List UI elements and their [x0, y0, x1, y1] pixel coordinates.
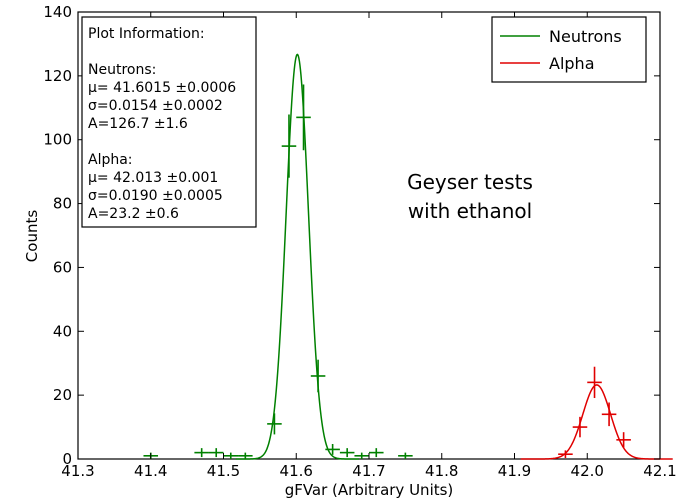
- annotation-line-2: with ethanol: [408, 199, 532, 223]
- fit-curve-neutrons: [235, 53, 359, 460]
- data-point-neutrons: [208, 448, 224, 458]
- x-tick-label: 42.1: [643, 462, 676, 480]
- info-neutrons-sigma: σ=0.0154 ±0.0002: [88, 98, 223, 114]
- fit-curve-alpha: [520, 384, 673, 460]
- axis-ticks: 41.3 41.4 41.5 41.6 41.7 41.8 41.9 42.0 42.1 0 20 4…: [43, 3, 676, 480]
- plot-information-box: Plot Information: Neutrons: μ= 41.6015 ±…: [81, 16, 257, 228]
- info-alpha-header: Alpha:: [88, 152, 133, 168]
- data-point-neutrons: [339, 448, 355, 458]
- info-title: Plot Information:: [88, 26, 205, 42]
- data-point-neutrons: [325, 443, 340, 455]
- data-point-neutrons: [267, 413, 282, 435]
- x-tick-label: 41.6: [280, 462, 313, 480]
- x-tick-label: 41.8: [425, 462, 458, 480]
- x-tick-label: 42.0: [571, 462, 604, 480]
- info-alpha-mu: μ= 42.013 ±0.001: [88, 170, 218, 186]
- x-axis-label: gFVar (Arbitrary Units): [285, 481, 454, 498]
- legend-label-alpha: Alpha: [549, 54, 595, 73]
- data-point-alpha: [558, 450, 573, 459]
- y-tick-label: 60: [53, 258, 72, 276]
- data-point-neutrons: [194, 448, 209, 458]
- data-point-neutrons: [281, 114, 297, 178]
- annotation-line-1: Geyser tests: [407, 170, 533, 194]
- x-tick-label: 41.4: [134, 462, 167, 480]
- info-alpha-sigma: σ=0.0190 ±0.0005: [88, 188, 223, 204]
- legend: Neutrons Alpha: [491, 16, 647, 83]
- data-point-neutrons: [369, 448, 384, 458]
- legend-frame: [491, 16, 647, 83]
- x-tick-label: 41.9: [498, 462, 531, 480]
- x-tick-label: 41.3: [61, 462, 94, 480]
- info-neutrons-mu: μ= 41.6015 ±0.0006: [88, 80, 236, 96]
- fit-curves: [235, 53, 673, 460]
- info-box-frame: [81, 16, 257, 228]
- info-alpha-amplitude: A=23.2 ±0.6: [88, 206, 179, 222]
- y-axis-label: Counts: [23, 210, 41, 263]
- y-tick-label: 140: [43, 3, 72, 21]
- x-tick-label: 41.5: [207, 462, 240, 480]
- data-point-neutrons: [296, 84, 311, 151]
- data-point-alpha: [587, 366, 602, 399]
- info-neutrons-amplitude: A=126.7 ±1.6: [88, 116, 188, 132]
- legend-label-neutrons: Neutrons: [549, 27, 622, 46]
- data-point-alpha: [616, 432, 631, 448]
- y-tick-label: 0: [62, 450, 72, 468]
- y-tick-label: 20: [53, 386, 72, 404]
- y-tick-label: 80: [53, 195, 72, 213]
- data-points: [143, 84, 631, 459]
- data-point-neutrons: [238, 452, 253, 459]
- data-point-neutrons: [310, 359, 326, 393]
- data-point-neutrons: [354, 452, 369, 459]
- y-tick-label: 40: [53, 322, 72, 340]
- data-point-neutrons: [398, 452, 413, 459]
- data-point-neutrons: [223, 452, 239, 459]
- x-tick-label: 41.7: [352, 462, 385, 480]
- y-tick-label: 100: [43, 131, 72, 149]
- info-neutrons-header: Neutrons:: [88, 62, 156, 78]
- y-tick-label: 120: [43, 67, 72, 85]
- data-point-alpha: [601, 402, 617, 427]
- data-point-alpha: [572, 416, 588, 438]
